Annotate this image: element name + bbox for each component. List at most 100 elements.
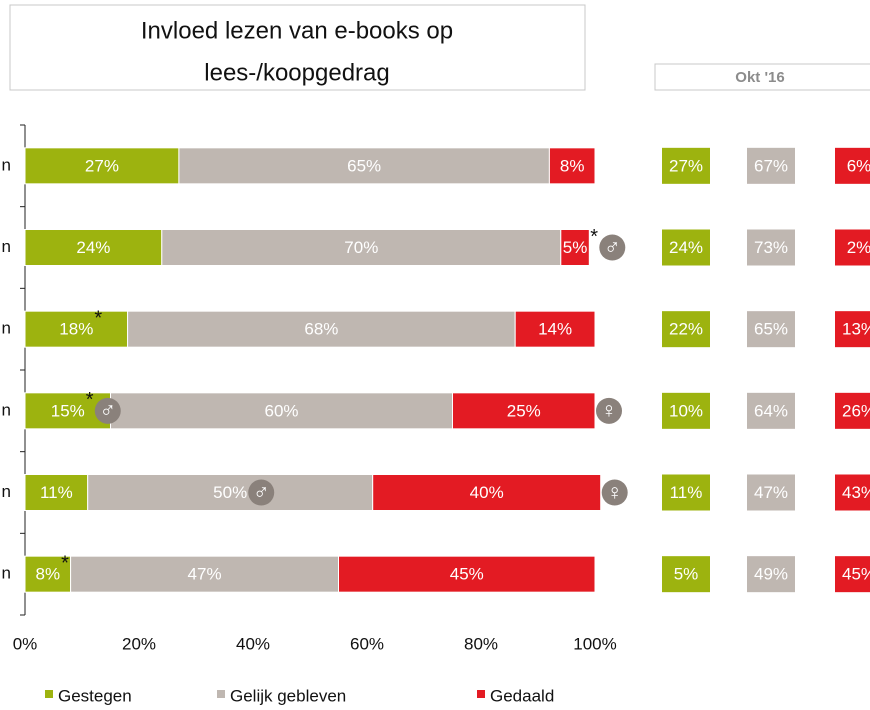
- data-label: 50%: [213, 483, 247, 502]
- comparison-label: 45%: [842, 565, 870, 584]
- comparison-label: 65%: [754, 320, 788, 339]
- legend-label: Gelijk gebleven: [230, 686, 346, 705]
- data-label: 60%: [264, 401, 298, 420]
- comparison-label: 2%: [847, 238, 870, 257]
- bar-segment: [338, 555, 596, 593]
- data-label: 68%: [304, 320, 338, 339]
- annotation-symbol: ♀: [601, 398, 618, 423]
- comparison-box: [747, 311, 795, 348]
- comparison-label: 6%: [847, 156, 870, 175]
- comparison-label: 43%: [842, 483, 870, 502]
- bar-segment: [70, 555, 339, 593]
- x-tick-label: 40%: [236, 634, 270, 653]
- data-label: 24%: [76, 238, 110, 257]
- data-label: 70%: [344, 238, 378, 257]
- comparison-label: 11%: [670, 483, 703, 502]
- comparison-label: 26%: [842, 401, 870, 420]
- bar-segment: [178, 147, 550, 185]
- data-label: 8%: [560, 156, 585, 175]
- bar-segment: [24, 474, 89, 511]
- comparison-box: [747, 147, 795, 184]
- x-tick-label: 0%: [13, 634, 38, 653]
- x-tick-label: 20%: [122, 634, 156, 653]
- legend-swatch: [477, 690, 485, 698]
- annotation-symbol: ♂: [100, 398, 117, 423]
- data-label: 47%: [188, 565, 222, 584]
- comparison-label: 67%: [754, 156, 788, 175]
- x-tick-label: 60%: [350, 634, 384, 653]
- bar-segment: [372, 474, 602, 511]
- bar-segment: [161, 229, 562, 266]
- bar-segment: [110, 392, 453, 430]
- comparison-label: 5%: [674, 565, 699, 584]
- data-label: 65%: [347, 156, 381, 175]
- bar-segment: [452, 392, 596, 430]
- y-tick-label: n: [2, 155, 11, 174]
- comparison-box: [662, 229, 710, 266]
- y-tick-label: n: [2, 319, 11, 338]
- data-label: 5%: [563, 238, 588, 257]
- annotation-symbol: ♀: [606, 479, 623, 504]
- bar-segment: [24, 229, 163, 266]
- legend-label: Gestegen: [58, 686, 132, 705]
- comparison-label: 10%: [669, 401, 703, 420]
- annotation-star: *: [94, 307, 102, 329]
- bar-segment: [87, 474, 374, 511]
- data-label: 18%: [59, 320, 93, 339]
- annotation-star: *: [61, 552, 69, 574]
- comparison-label: 27%: [669, 156, 703, 175]
- comparison-box: [662, 392, 710, 429]
- legend-label: Gedaald: [490, 686, 554, 705]
- comparison-box: [662, 556, 710, 593]
- comparison-box: [835, 311, 870, 348]
- legend-swatch: [45, 690, 53, 698]
- comparison-label: 73%: [754, 238, 788, 257]
- data-label: 25%: [507, 401, 541, 420]
- comparison-box: [662, 147, 710, 184]
- comparison-label: 13%: [842, 320, 870, 339]
- gender-icon: [599, 234, 626, 261]
- chart-title: lees-/koopgedrag: [204, 59, 389, 86]
- comparison-label: Okt '16: [735, 69, 784, 86]
- y-tick-label: n: [2, 237, 11, 256]
- y-tick-label: n: [2, 564, 11, 583]
- x-tick-label: 100%: [573, 634, 616, 653]
- comparison-label: 22%: [669, 320, 703, 339]
- x-tick-label: 80%: [464, 634, 498, 653]
- comparison-box: [747, 392, 795, 429]
- comparison-box: [835, 229, 870, 266]
- title-box: [9, 4, 586, 91]
- comparison-box: [835, 147, 870, 184]
- comparison-box: [747, 556, 795, 593]
- annotation-star: *: [590, 226, 598, 248]
- data-label: 27%: [85, 156, 119, 175]
- comparison-box: [835, 556, 870, 593]
- annotation-star: *: [86, 389, 94, 411]
- annotation-symbol: ♂: [253, 479, 270, 504]
- data-label: 8%: [36, 565, 61, 584]
- comparison-box: [662, 311, 710, 348]
- comparison-label: 64%: [754, 401, 788, 420]
- bar-segment: [127, 310, 516, 348]
- comparison-box: [835, 474, 870, 511]
- bar-segment: [514, 310, 596, 348]
- data-label: 45%: [450, 565, 484, 584]
- bar-segment: [548, 147, 596, 185]
- bar-segment: [24, 555, 72, 593]
- legend-swatch: [217, 690, 225, 698]
- y-tick-label: n: [2, 400, 11, 419]
- comparison-box: [747, 229, 795, 266]
- comparison-box: [835, 392, 870, 429]
- comparison-label: 49%: [754, 565, 788, 584]
- data-label: 14%: [538, 320, 572, 339]
- annotation-symbol: ♂: [604, 234, 621, 259]
- bar-segment: [24, 147, 180, 185]
- comparison-box: [662, 474, 710, 511]
- comparison-box: [747, 474, 795, 511]
- data-label: 15%: [51, 401, 85, 420]
- chart-title: Invloed lezen van e-books op: [141, 17, 453, 44]
- comparison-box: [654, 63, 870, 91]
- gender-icon: [596, 397, 622, 424]
